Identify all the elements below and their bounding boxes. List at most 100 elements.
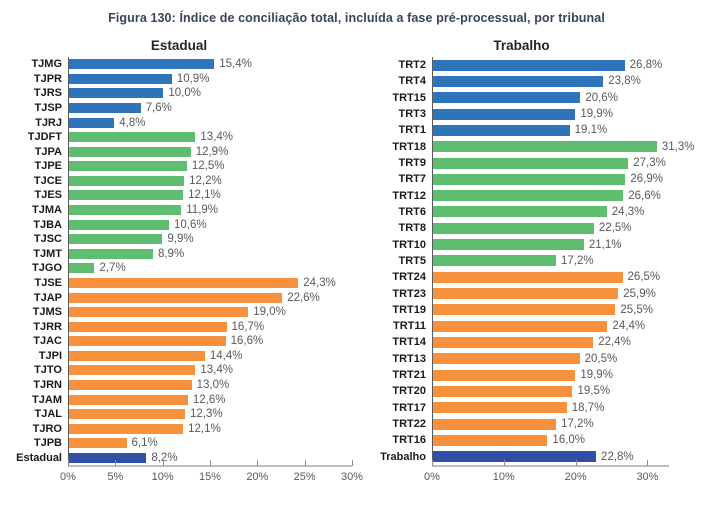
bar-value: 25,9%: [623, 287, 656, 300]
bar-value: 31,3%: [661, 140, 695, 153]
axis-tick: [575, 460, 577, 466]
bar-track: 19,5%: [432, 383, 669, 400]
bar: [69, 263, 95, 274]
bar-row: TJGO 2,7%: [6, 261, 352, 276]
bar-value: 12,1%: [188, 189, 221, 202]
bar-track: 12,2%: [68, 173, 352, 189]
bar: [433, 157, 629, 169]
bar: [69, 161, 187, 172]
bar: [69, 292, 283, 303]
bar-row: TJRN 13,0%: [6, 377, 352, 393]
bar-track: 18,7%: [432, 399, 669, 416]
bar-row: TRT9 27,3%: [374, 154, 669, 172]
bar-track: 27,3%: [432, 154, 669, 172]
charts-container: Estadual TJMG 15,4% TJPR 10,9% TJRS 10,0% TJSP…: [0, 31, 713, 493]
bar: [433, 92, 581, 104]
bar-row: TRT5 17,2%: [374, 252, 669, 270]
bar-row: TJBA 10,6%: [6, 217, 352, 232]
axis-tick: [68, 460, 69, 466]
axis-tick: [304, 460, 306, 466]
bar-label: TJCE: [33, 174, 62, 187]
bar-track: 17,2%: [432, 415, 669, 433]
bar-label: TRT18: [392, 140, 426, 153]
bar-label: TJDFT: [27, 131, 62, 144]
axis-tick: [432, 460, 433, 466]
bar-row: TJAP 22,6%: [6, 290, 352, 305]
bar-track: 22,5%: [432, 220, 669, 237]
bar: [69, 73, 172, 84]
bar: [69, 452, 147, 463]
bar: [433, 418, 556, 430]
bar-row: TRT24 26,5%: [374, 269, 669, 286]
bar-label: TRT7: [398, 173, 427, 186]
bar: [433, 108, 576, 120]
bar-track: 12,5%: [68, 159, 352, 174]
bar-label: TRT22: [392, 418, 426, 431]
bar: [433, 385, 573, 397]
bar-value: 24,4%: [612, 320, 646, 333]
bar-value: 22,8%: [601, 450, 634, 463]
bar-value: 13,0%: [196, 379, 230, 391]
bar-label: TRT11: [392, 320, 426, 333]
chart-estadual-title: Estadual: [150, 38, 208, 53]
bar-label: TJSP: [34, 102, 62, 115]
bar-label: TJMG: [31, 58, 62, 71]
bar-track: 19,1%: [432, 122, 669, 139]
bar-row: TRT7 26,9%: [374, 171, 669, 188]
bar: [433, 206, 607, 218]
bar-label: TJRS: [33, 87, 62, 100]
bar-track: 8,9%: [68, 246, 352, 262]
bar-track: 24,3%: [68, 275, 352, 291]
bar-track: 23,8%: [432, 73, 669, 90]
bar-label: TJRO: [32, 422, 62, 435]
bar: [433, 173, 626, 185]
bar-value: 7,6%: [145, 102, 172, 115]
bar-value: 26,8%: [629, 59, 663, 72]
bar-track: 6,1%: [68, 436, 352, 451]
bar-label: TJPI: [38, 349, 62, 362]
bar: [433, 271, 623, 283]
bar-track: 24,4%: [432, 318, 669, 335]
bar-value: 17,2%: [561, 254, 594, 267]
rows: TJMG 15,4% TJPR 10,9% TJRS 10,0% TJSP 7,6% TJRJ 4…: [6, 57, 352, 466]
bar-label: TRT12: [392, 189, 426, 202]
bar-track: 11,9%: [68, 202, 352, 218]
bar-row: TRT8 22,5%: [374, 220, 669, 237]
bar-value: 10,0%: [168, 87, 201, 100]
bar-value: 12,9%: [195, 145, 229, 158]
bar-value: 12,5%: [191, 160, 225, 173]
bar-label: TRT1: [398, 124, 427, 137]
bar-row: TJRS 10,0%: [6, 86, 352, 101]
bar-track: 13,4%: [68, 363, 352, 378]
bar-track: 12,9%: [68, 144, 352, 160]
bar-value: 9,9%: [167, 233, 194, 246]
bar-row: TJPR 10,9%: [6, 71, 352, 87]
axis-tick: [503, 460, 505, 466]
bar-row: TRT11 24,4%: [374, 318, 669, 335]
bar-value: 19,9%: [580, 108, 613, 121]
bar-label: TRT24: [392, 271, 426, 284]
bar: [69, 307, 249, 318]
bar-value: 17,2%: [561, 418, 594, 431]
bar-value: 15,4%: [219, 58, 252, 71]
bar-row: TJMG 15,4%: [6, 57, 352, 72]
bar-value: 13,4%: [200, 364, 234, 377]
axis-tick-label: 0%: [424, 471, 440, 483]
bar-value: 13,4%: [200, 131, 234, 144]
bar-label: TJMS: [32, 306, 62, 319]
bar: [433, 320, 608, 332]
bar: [433, 451, 597, 463]
bar-track: 25,9%: [432, 285, 669, 302]
bar-value: 16,0%: [552, 434, 586, 447]
bar: [69, 146, 191, 157]
bar-track: 12,6%: [68, 392, 352, 407]
bar-track: 26,9%: [432, 171, 669, 188]
bar-label: TRT6: [398, 205, 427, 218]
bar-label: TJMA: [32, 204, 62, 217]
bar: [69, 117, 115, 128]
bar-row: TRT2 26,8%: [374, 57, 669, 74]
bar-label: TRT13: [392, 352, 426, 365]
bar-track: 22,4%: [432, 334, 669, 351]
bar-label: TRT8: [398, 222, 427, 235]
bar-row: TJPI 14,4%: [6, 348, 352, 364]
